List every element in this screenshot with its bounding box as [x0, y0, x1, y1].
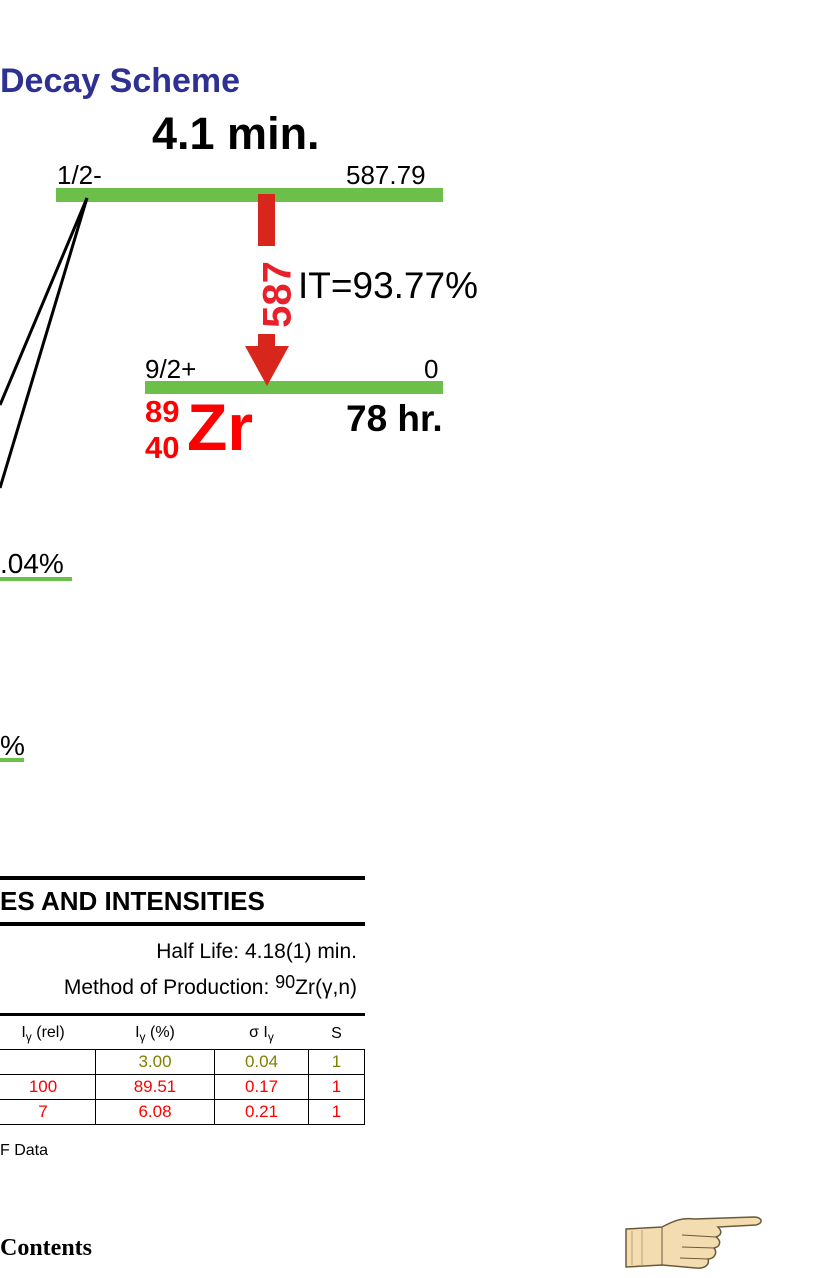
gamma-arrow-head [245, 346, 289, 386]
cell-sigma: 0.21 [214, 1099, 309, 1125]
cell-rel [0, 1049, 96, 1075]
col-i-rel: Iγ (rel) [21, 1023, 65, 1045]
cell-s: 1 [308, 1074, 365, 1100]
it-branch-label: IT=93.77% [298, 265, 478, 306]
cell-rel: 100 [0, 1074, 96, 1100]
gamma-arrow-shaft [258, 194, 275, 246]
gamma-energy-label: 587 [255, 261, 300, 328]
cell-sigma: 0.17 [214, 1074, 309, 1100]
section-rule-table [0, 1013, 365, 1016]
branch-level-2 [0, 758, 24, 762]
parent-half-life: 4.1 min. [152, 108, 320, 159]
decay-line-2 [0, 197, 89, 489]
table-row: 100 89.51 0.17 1 [0, 1074, 365, 1100]
footnote-link[interactable]: F Data [0, 1142, 49, 1159]
production-prefix: Method of Production: [63, 976, 276, 999]
contents-link[interactable]: Contents [0, 1235, 93, 1261]
cell-sigma: 0.04 [214, 1049, 309, 1075]
nuclide-atomic-number: 40 [145, 430, 180, 465]
col-i-pct: Iγ (%) [135, 1023, 175, 1045]
production-reaction: Zr(γ,n) [295, 976, 357, 999]
page-title: Decay Scheme [0, 62, 241, 100]
col-sigma: σ Iγ [249, 1023, 274, 1045]
pointing-hand-icon[interactable] [622, 1213, 767, 1278]
col-s: S [331, 1025, 342, 1042]
branch-percent-2: % [0, 730, 25, 761]
cell-s: 1 [308, 1099, 365, 1125]
table-row: 7 6.08 0.21 1 [0, 1099, 365, 1125]
ground-energy: 0 [424, 354, 439, 384]
section-rule-mid [0, 922, 365, 926]
branch-percent-1: .04% [0, 548, 64, 579]
nuclide-symbol: Zr [187, 390, 253, 464]
nuclide-mass-number: 89 [145, 394, 180, 429]
production-mass: 90 [275, 972, 296, 992]
cell-pct: 6.08 [95, 1099, 215, 1125]
decay-line-1 [0, 197, 89, 406]
cell-pct: 3.00 [95, 1049, 215, 1075]
cell-pct: 89.51 [95, 1074, 215, 1100]
cell-rel: 7 [0, 1099, 96, 1125]
parent-level-line [56, 188, 443, 202]
gamma-table-header: Iγ (rel) Iγ (%) σ Iγ S [0, 1019, 365, 1050]
ground-spin: 9/2+ [145, 354, 197, 384]
table-row: 3.00 0.04 1 [0, 1049, 365, 1075]
gamma-arrow-shaft-lower [258, 334, 275, 348]
section-rule-top [0, 876, 365, 880]
ground-half-life: 78 hr. [346, 398, 443, 439]
parent-energy: 587.79 [346, 160, 426, 190]
gamma-section-title: ES AND INTENSITIES [0, 886, 265, 916]
production-method: Method of Production: 90Zr(γ,n) [64, 972, 357, 1000]
half-life-info: Half Life: 4.18(1) min. [156, 940, 357, 963]
parent-spin: 1/2- [57, 160, 102, 190]
cell-s: 1 [308, 1049, 365, 1075]
ground-level-line [145, 381, 443, 394]
branch-level-1 [0, 577, 72, 581]
gamma-table: Iγ (rel) Iγ (%) σ Iγ S 3.00 0.04 1 100 8… [0, 1019, 365, 1125]
